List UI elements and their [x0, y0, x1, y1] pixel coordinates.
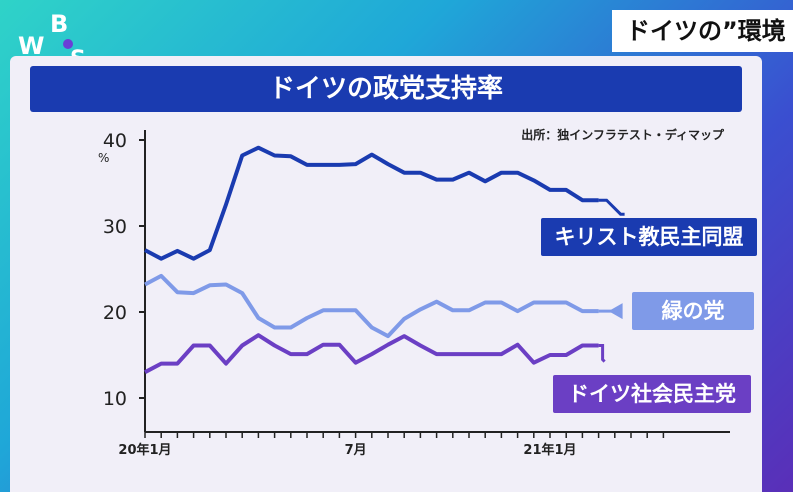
news-headline: ドイツの”環境: [612, 10, 793, 52]
series-line-greens: [144, 273, 599, 339]
x-tick-label: 20年1月: [118, 442, 171, 458]
connector-spd: [598, 344, 606, 363]
chart-source: 出所：独インフラテスト・ディマップ: [521, 128, 724, 142]
connector-greens-arrow: [608, 303, 623, 320]
series-line-spd: [144, 333, 599, 374]
series-line-cdu: [144, 145, 599, 261]
series-label-cdu: キリスト教民主同盟: [541, 218, 757, 256]
y-tick-label: 30: [103, 216, 127, 238]
chart-title: ドイツの政党支持率: [30, 66, 742, 112]
svg-text:B: B: [50, 10, 68, 38]
wbs-logo: B W S: [18, 10, 86, 68]
y-tick-label: 40: [103, 130, 127, 152]
y-unit-label: %: [98, 151, 109, 165]
series-label-spd: ドイツ社会民主党: [553, 375, 751, 413]
chart-panel: ドイツの政党支持率 出所：独インフラテスト・ディマップ: [10, 56, 762, 492]
svg-text:W: W: [18, 32, 44, 60]
series-label-greens: 緑の党: [632, 292, 754, 330]
x-tick-label: 7月: [345, 443, 367, 458]
y-tick-label: 20: [103, 302, 127, 324]
x-tick-label: 21年1月: [523, 442, 576, 458]
y-tick-label: 10: [103, 388, 127, 410]
connector-cdu: [598, 198, 625, 216]
